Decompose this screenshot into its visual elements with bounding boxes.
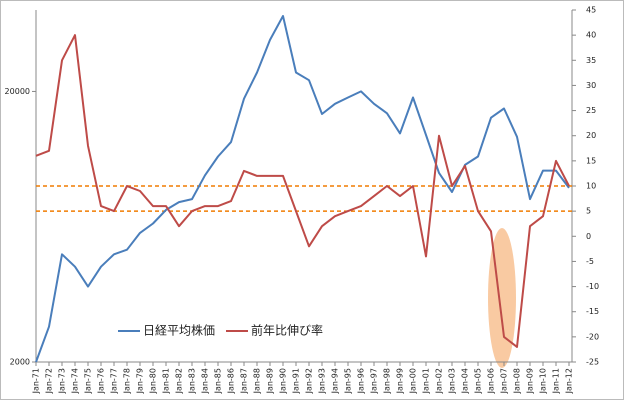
y2-tick-label: -5 xyxy=(586,257,594,266)
x-tick-label: Jan-81 xyxy=(162,368,171,394)
y2-tick-label: 10 xyxy=(586,182,596,191)
y-tick-label: 20000 xyxy=(5,87,30,96)
x-tick-label: Jan-83 xyxy=(188,368,197,394)
x-tick-label: Jan-89 xyxy=(266,368,275,394)
y2-tick-label: 25 xyxy=(586,106,596,115)
legend-label: 日経平均株価 xyxy=(143,323,215,338)
y2-tick-label: 0 xyxy=(586,232,591,241)
series-line xyxy=(35,34,570,348)
y-tick-label: 2000 xyxy=(10,358,30,367)
x-tick-label: Jan-09 xyxy=(526,368,535,394)
x-tick-label: Jan-99 xyxy=(396,368,405,394)
x-tick-label: Jan-03 xyxy=(448,368,457,394)
x-tick-label: Jan-92 xyxy=(305,368,314,394)
x-tick-label: Jan-02 xyxy=(435,368,444,394)
y2-tick-label: -25 xyxy=(586,358,599,367)
x-tick-label: Jan-12 xyxy=(565,368,574,394)
x-tick-label: Jan-80 xyxy=(149,368,158,394)
legend-label: 前年比伸び率 xyxy=(251,323,323,338)
x-tick-label: Jan-91 xyxy=(292,368,301,394)
y2-tick-label: -10 xyxy=(586,282,599,291)
x-tick-label: Jan-10 xyxy=(539,368,548,394)
x-tick-label: Jan-06 xyxy=(487,368,496,394)
x-tick-label: Jan-72 xyxy=(45,368,54,394)
x-tick-label: Jan-95 xyxy=(344,368,353,394)
x-tick-label: Jan-11 xyxy=(552,368,561,394)
x-tick-label: Jan-78 xyxy=(123,368,132,394)
y2-tick-label: 35 xyxy=(586,56,596,65)
x-tick-label: Jan-74 xyxy=(71,368,80,394)
x-tick-label: Jan-97 xyxy=(370,368,379,394)
x-tick-label: Jan-96 xyxy=(357,368,366,394)
x-tick-label: Jan-71 xyxy=(32,368,41,394)
x-tick-label: Jan-82 xyxy=(175,368,184,394)
x-tick-label: Jan-05 xyxy=(474,368,483,394)
x-tick-label: Jan-94 xyxy=(331,368,340,394)
x-tick-label: Jan-01 xyxy=(422,368,431,394)
y2-tick-label: 5 xyxy=(586,207,591,216)
x-tick-label: Jan-88 xyxy=(253,368,262,394)
x-tick-label: Jan-00 xyxy=(409,368,418,394)
x-tick-label: Jan-98 xyxy=(383,368,392,394)
x-tick-label: Jan-85 xyxy=(214,368,223,394)
x-tick-label: Jan-90 xyxy=(279,368,288,394)
x-tick-label: Jan-76 xyxy=(97,368,106,394)
y2-tick-label: 45 xyxy=(586,6,596,15)
y2-tick-label: -20 xyxy=(586,332,599,341)
x-tick-label: Jan-07 xyxy=(500,368,509,394)
x-tick-label: Jan-04 xyxy=(461,368,470,394)
y2-tick-label: 40 xyxy=(586,31,596,40)
y2-tick-label: -15 xyxy=(586,307,599,316)
series-line xyxy=(35,15,570,363)
x-tick-label: Jan-87 xyxy=(240,368,249,394)
x-tick-label: Jan-84 xyxy=(201,368,210,394)
x-tick-label: Jan-75 xyxy=(84,368,93,394)
x-tick-label: Jan-79 xyxy=(136,368,145,394)
y2-tick-label: 20 xyxy=(586,131,596,140)
x-tick-label: Jan-08 xyxy=(513,368,522,394)
y2-tick-label: 30 xyxy=(586,81,596,90)
x-tick-label: Jan-77 xyxy=(110,368,119,394)
x-tick-label: Jan-86 xyxy=(227,368,236,394)
x-tick-label: Jan-93 xyxy=(318,368,327,394)
x-tick-label: Jan-73 xyxy=(58,368,67,394)
y2-tick-label: 15 xyxy=(586,156,596,165)
